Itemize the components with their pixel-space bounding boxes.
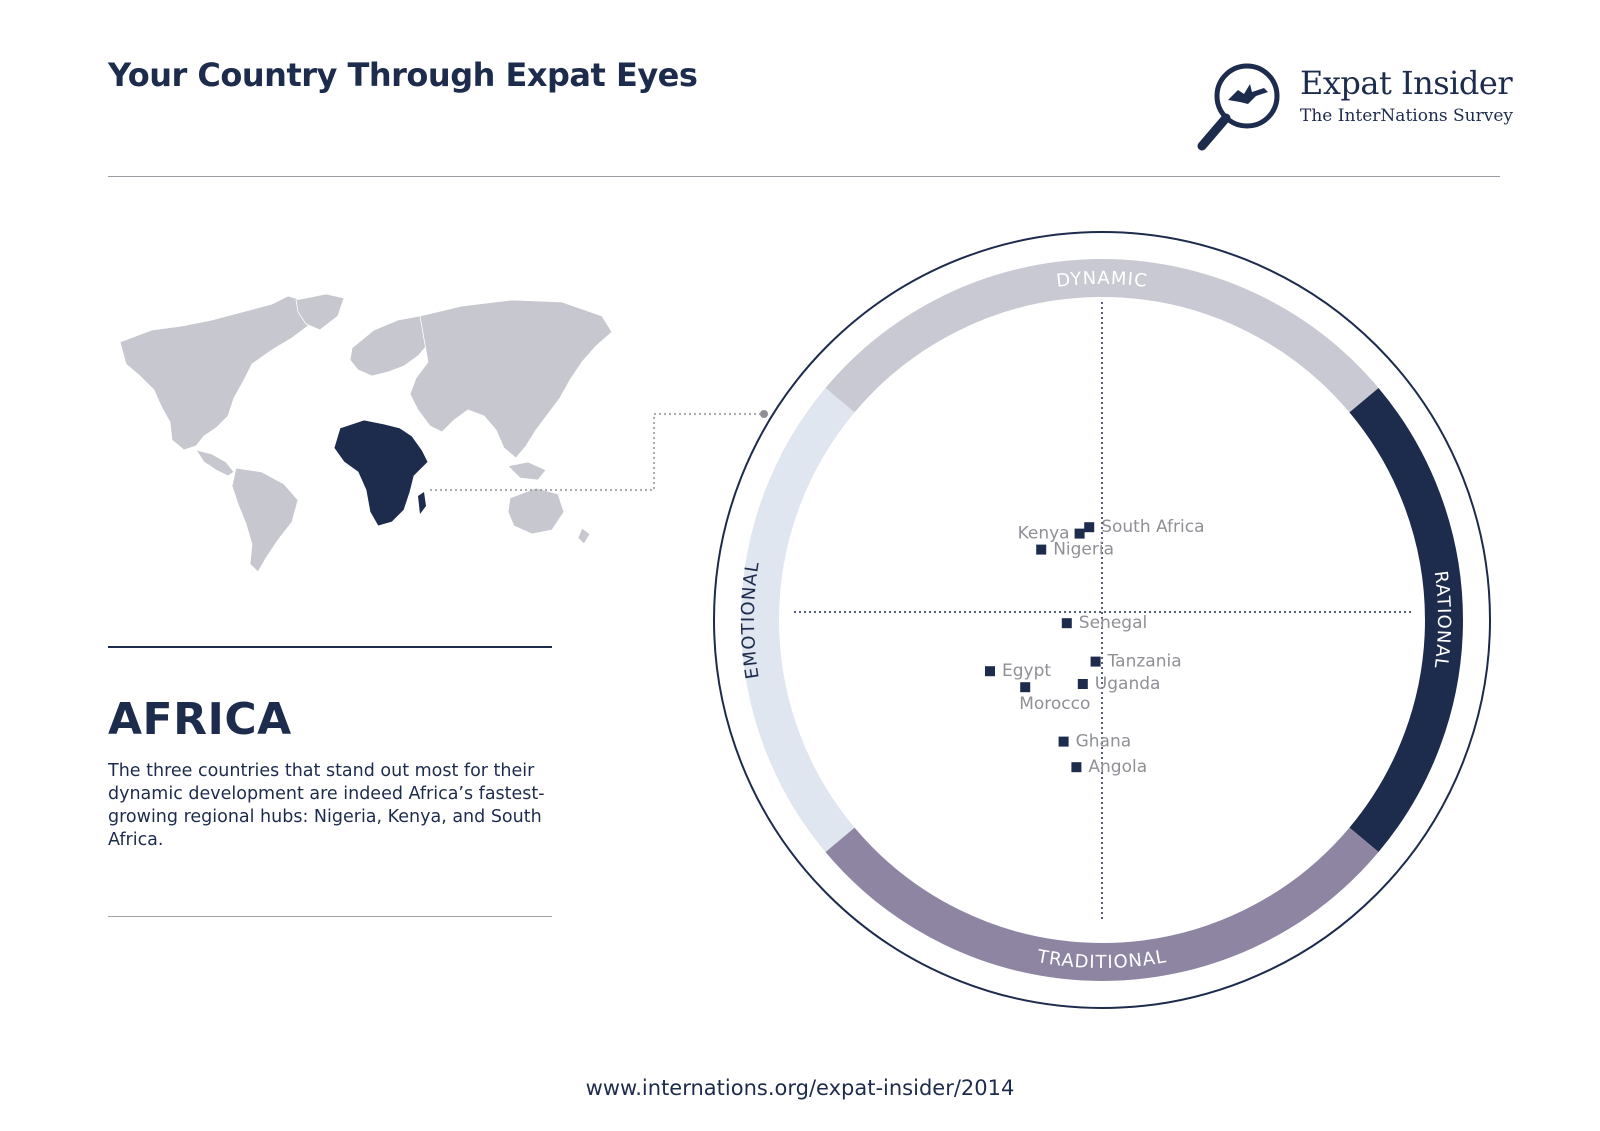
data-point	[1077, 679, 1088, 689]
data-point	[1084, 522, 1095, 533]
magnifier-bird-icon	[1197, 63, 1280, 151]
logo-name: Expat Insider	[1300, 64, 1513, 102]
data-point	[1036, 544, 1047, 555]
map-asia	[409, 299, 613, 459]
world-map	[119, 293, 613, 573]
connector-dot	[760, 410, 768, 418]
connector-path	[430, 413, 764, 491]
data-point-label: South Africa	[1101, 517, 1204, 537]
data-point	[1090, 656, 1101, 667]
axis-label-right: RATIONAL	[1430, 570, 1454, 671]
data-point	[1074, 528, 1085, 539]
map-north-america	[119, 295, 321, 451]
region-title: AFRICA	[108, 694, 292, 745]
map-connector-line	[430, 410, 768, 491]
map-new-zealand	[577, 527, 591, 545]
expat-insider-logo: Expat Insider The InterNations Survey	[1190, 62, 1514, 162]
data-point	[1058, 736, 1069, 747]
data-point-label: Angola	[1088, 757, 1147, 777]
region-divider-top	[108, 646, 552, 648]
map-africa-highlight	[333, 419, 429, 527]
map-greenland	[295, 293, 345, 331]
map-europe	[349, 315, 433, 377]
map-southeast-islands	[507, 461, 547, 481]
axis-label-top-text: DYNAMIC	[1055, 268, 1148, 292]
chart-crosshair	[794, 302, 1412, 922]
footer-url[interactable]: www.internations.org/expat-insider/2014	[585, 1076, 1015, 1100]
header-divider	[108, 176, 1500, 177]
region-description: The three countries that stand out most …	[108, 761, 545, 850]
logo-subtitle: The InterNations Survey	[1300, 106, 1514, 126]
page-title: Your Country Through Expat Eyes	[108, 56, 698, 94]
data-point	[1061, 618, 1072, 629]
data-point-label: Morocco	[1019, 694, 1090, 714]
data-point-label: Nigeria	[1053, 540, 1114, 560]
map-madagascar	[418, 492, 426, 514]
data-point-label: Egypt	[1002, 661, 1051, 681]
data-point-label: Ghana	[1076, 732, 1132, 752]
axis-label-top: DYNAMIC	[1055, 268, 1149, 292]
data-point	[985, 666, 995, 677]
axis-label-right-text: RATIONAL	[1430, 570, 1453, 671]
arc-traditional	[825, 827, 1379, 981]
arc-rational	[1349, 387, 1463, 853]
map-central-america	[195, 449, 235, 477]
map-australia	[507, 487, 565, 535]
axis-label-left: EMOTIONAL	[738, 560, 764, 681]
data-point	[1020, 682, 1031, 693]
data-point-label: Kenya	[1018, 524, 1070, 544]
chart-outer-circle	[713, 231, 1491, 1009]
data-point-label: Tanzania	[1107, 652, 1182, 672]
region-divider-bottom	[108, 916, 552, 917]
axis-label-left-text: EMOTIONAL	[738, 560, 763, 681]
map-south-america	[231, 467, 299, 573]
data-point	[1071, 762, 1082, 773]
arc-emotional	[741, 387, 855, 853]
data-point-label: Senegal	[1079, 613, 1147, 633]
arc-dynamic	[825, 259, 1379, 413]
data-point-label: Uganda	[1095, 674, 1161, 694]
